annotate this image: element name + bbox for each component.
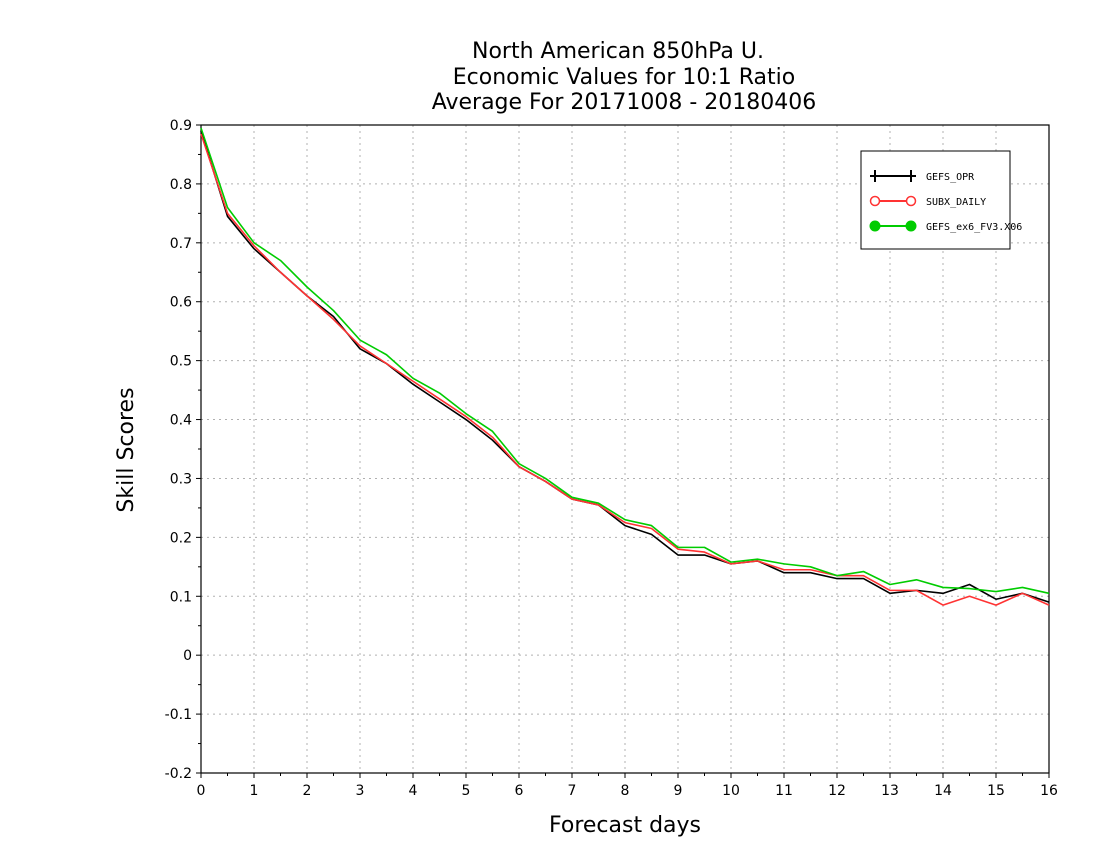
x-tick-label: 16 — [1040, 783, 1058, 799]
legend-marker — [869, 195, 881, 207]
axis-ticks: 0 1 2 3 4 5 6 7 8 9 10 11 12 13 14 15 160.90.80.70.60.50… — [165, 118, 1058, 799]
x-tick-label: 8 — [621, 783, 630, 799]
x-tick-label: 14 — [934, 783, 952, 799]
x-tick-label: 11 — [775, 783, 793, 799]
y-tick-label: 0.2 — [170, 530, 192, 546]
y-tick-label: -0.1 — [165, 707, 192, 723]
legend-marker — [869, 220, 881, 232]
x-tick-label: 13 — [881, 783, 899, 799]
x-tick-label: 12 — [828, 783, 846, 799]
legend: GEFS_OPR SUBX_DAILY GEFS_ex6_FV3.X06 — [860, 150, 1022, 250]
y-tick-label: 0.3 — [170, 471, 192, 487]
x-tick-label: 15 — [987, 783, 1005, 799]
y-tick-label: 0.5 — [170, 354, 192, 370]
x-tick-label: 9 — [674, 783, 683, 799]
x-tick-label: 5 — [462, 783, 471, 799]
y-tick-label: 0.4 — [170, 413, 192, 429]
y-tick-label: -0.2 — [165, 766, 192, 782]
legend-marker — [905, 220, 917, 232]
x-axis-title: Forecast days — [549, 813, 701, 838]
legend-label-3: GEFS_ex6_FV3.X06 — [926, 222, 1022, 233]
x-tick-label: 2 — [303, 783, 312, 799]
plot-gridlines — [201, 125, 1049, 773]
legend-label-2: SUBX_DAILY — [926, 197, 986, 208]
x-tick-label: 10 — [722, 783, 740, 799]
x-tick-label: 6 — [515, 783, 524, 799]
y-tick-label: 0.6 — [170, 295, 192, 311]
y-tick-label: 0.8 — [170, 177, 192, 193]
series-line-2 — [200, 133, 1050, 606]
x-tick-label: 7 — [568, 783, 577, 799]
x-tick-label: 4 — [409, 783, 418, 799]
series-lines — [200, 127, 1050, 606]
y-tick-label: 0 — [183, 648, 192, 664]
x-tick-label: 3 — [356, 783, 365, 799]
chart-title-line-1: North American 850hPa U. — [472, 39, 764, 64]
legend-label-1: GEFS_OPR — [926, 172, 975, 183]
series-line-3 — [200, 127, 1050, 595]
chart-title-line-2: Economic Values for 10:1 Ratio — [453, 65, 795, 90]
x-tick-label: 0 — [197, 783, 206, 799]
legend-marker — [905, 195, 917, 207]
y-tick-label: 0.7 — [170, 236, 192, 252]
y-axis-title: Skill Scores — [114, 387, 139, 512]
chart-title-line-3: Average For 20171008 - 20180406 — [432, 90, 817, 115]
y-tick-label: 0.1 — [170, 589, 192, 605]
x-tick-label: 1 — [250, 783, 259, 799]
y-tick-label: 0.9 — [170, 118, 192, 134]
